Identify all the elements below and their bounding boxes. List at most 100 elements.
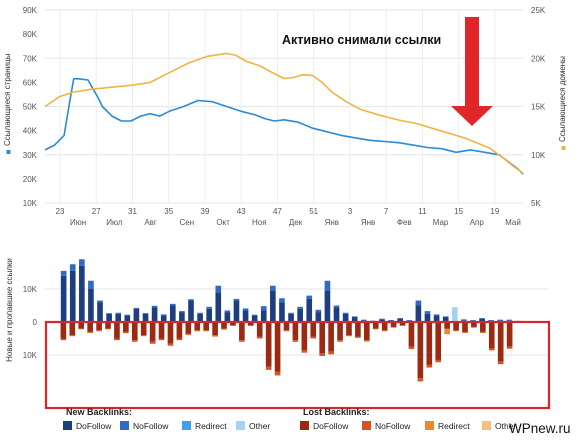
new-dofollow-bar bbox=[215, 292, 221, 322]
x-axis-tick-label: 31 bbox=[128, 207, 137, 216]
new-dofollow-bar bbox=[425, 314, 431, 322]
new-dofollow-bar bbox=[70, 271, 76, 322]
left-axis-tick-label: 90K bbox=[23, 6, 38, 15]
new-nofollow-bar bbox=[461, 319, 467, 320]
lost-dofollow-bar bbox=[257, 322, 263, 337]
lost-nofollow-bar bbox=[507, 347, 513, 349]
new-nofollow-bar bbox=[170, 304, 176, 306]
lost-dofollow-bar bbox=[302, 322, 308, 350]
lost-redirect-bar bbox=[444, 329, 450, 334]
legend-swatch bbox=[182, 421, 191, 430]
new-nofollow-bar bbox=[306, 296, 312, 299]
lost-nofollow-bar bbox=[453, 330, 459, 331]
new-dofollow-bar bbox=[343, 314, 349, 322]
lost-dofollow-bar bbox=[346, 322, 352, 335]
new-dofollow-bar bbox=[97, 302, 103, 322]
new-nofollow-bar bbox=[206, 307, 212, 309]
new-nofollow-bar bbox=[443, 316, 449, 317]
left-axis-tick-label: 40K bbox=[23, 127, 38, 136]
right-axis-tick-label: 5K bbox=[531, 199, 541, 208]
lost-dofollow-bar bbox=[507, 322, 513, 347]
new-dofollow-bar bbox=[261, 310, 267, 322]
x-axis-tick-label: Авг bbox=[144, 218, 157, 227]
new-nofollow-bar bbox=[188, 299, 194, 300]
left-axis-tick-label: 30K bbox=[23, 151, 38, 160]
new-dofollow-bar bbox=[243, 310, 249, 322]
lost-nofollow-bar bbox=[337, 340, 343, 342]
legend-lost-heading: Lost Backlinks: bbox=[303, 407, 370, 417]
lost-dofollow-bar bbox=[114, 322, 120, 339]
legend-item-label: DoFollow bbox=[76, 421, 112, 431]
lost-nofollow-bar bbox=[257, 337, 263, 339]
new-nofollow-bar bbox=[425, 311, 431, 314]
new-nofollow-bar bbox=[143, 313, 149, 314]
new-nofollow-bar bbox=[252, 315, 258, 316]
lost-nofollow-bar bbox=[114, 339, 120, 341]
lost-nofollow-bar bbox=[471, 327, 477, 328]
lost-nofollow-bar bbox=[346, 335, 352, 336]
x-axis-tick-label: Дек bbox=[289, 218, 303, 227]
lost-dofollow-bar bbox=[159, 322, 165, 339]
new-nofollow-bar bbox=[288, 313, 294, 314]
new-nofollow-bar bbox=[470, 320, 476, 321]
lost-dofollow-bar bbox=[87, 322, 93, 332]
new-nofollow-bar bbox=[179, 311, 185, 312]
lost-nofollow-bar bbox=[96, 330, 102, 331]
new-dofollow-bar bbox=[288, 314, 294, 322]
lost-dofollow-bar bbox=[168, 322, 174, 343]
left-axis-tick-label: 80K bbox=[23, 30, 38, 39]
lost-nofollow-bar bbox=[310, 337, 316, 339]
x-axis-tick-label: 11 bbox=[418, 207, 427, 216]
new-nofollow-bar bbox=[361, 320, 367, 321]
lost-dofollow-bar bbox=[453, 322, 459, 330]
lost-nofollow-bar bbox=[78, 329, 84, 330]
left-axis-series-swatch bbox=[7, 150, 11, 154]
lost-nofollow-bar bbox=[168, 343, 174, 345]
new-nofollow-bar bbox=[215, 286, 221, 293]
new-nofollow-bar bbox=[488, 320, 494, 321]
legend-item-label: Redirect bbox=[195, 421, 227, 431]
left-axis-tick-label: 50K bbox=[23, 103, 38, 112]
new-nofollow-bar bbox=[225, 310, 231, 312]
new-dofollow-bar bbox=[225, 312, 231, 322]
x-axis-tick-label: 43 bbox=[237, 207, 246, 216]
lost-nofollow-bar bbox=[194, 330, 200, 331]
legend-item-label: NoFollow bbox=[375, 421, 411, 431]
new-dofollow-bar bbox=[197, 314, 203, 322]
new-dofollow-bar bbox=[88, 289, 94, 322]
left-axis-tick-label: 70K bbox=[23, 54, 38, 63]
legend-item-label: DoFollow bbox=[313, 421, 349, 431]
left-axis-title: Ссылающиеся страницы bbox=[3, 53, 12, 154]
new-nofollow-bar bbox=[97, 301, 103, 303]
lost-dofollow-bar bbox=[462, 322, 468, 332]
lost-dofollow-bar bbox=[489, 322, 495, 348]
new-nofollow-bar bbox=[279, 298, 285, 302]
new-nofollow-bar bbox=[343, 313, 349, 314]
new-nofollow-bar bbox=[61, 271, 67, 276]
lost-nofollow-bar bbox=[480, 332, 486, 333]
new-nofollow-bar bbox=[261, 306, 267, 310]
new-dofollow-bar bbox=[270, 291, 276, 322]
legend-item-label: NoFollow bbox=[133, 421, 169, 431]
lost-dofollow-bar bbox=[409, 322, 415, 347]
new-dofollow-bar bbox=[79, 266, 85, 322]
x-axis-tick-label: Июл bbox=[106, 218, 123, 227]
x-axis-tick-label: 35 bbox=[164, 207, 173, 216]
x-axis-tick-label: 51 bbox=[309, 207, 318, 216]
new-nofollow-bar bbox=[379, 319, 385, 320]
referring-pages-domains-line-chart: 10K20K30K40K50K60K70K80K90K100K 5K10K15K… bbox=[3, 0, 567, 227]
new-nofollow-bar bbox=[79, 259, 85, 266]
lost-nofollow-bar bbox=[239, 340, 245, 342]
lost-nofollow-bar bbox=[284, 330, 290, 331]
new-dofollow-bar bbox=[143, 314, 149, 322]
new-nofollow-bar bbox=[134, 308, 140, 309]
new-dofollow-bar bbox=[325, 291, 331, 322]
bar-y-tick-label: 0 bbox=[33, 318, 38, 327]
lost-nofollow-bar bbox=[293, 340, 299, 342]
lost-dofollow-bar bbox=[426, 322, 432, 365]
left-axis-tick-label: 20K bbox=[23, 175, 38, 184]
right-axis-tick-label: 15K bbox=[531, 103, 546, 112]
